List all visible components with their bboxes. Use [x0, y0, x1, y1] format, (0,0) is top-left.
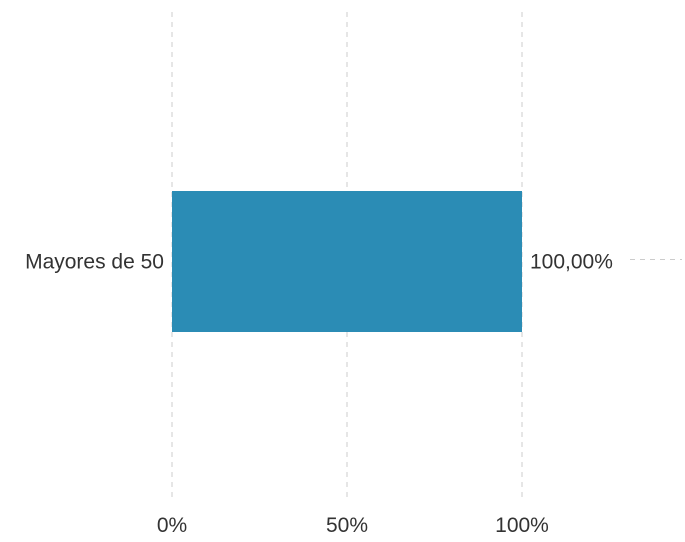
- x-tick-label-2: 100%: [495, 514, 549, 537]
- x-tick-label-1: 50%: [326, 514, 368, 537]
- data-label-0: 100,00%: [530, 251, 613, 274]
- x-tick-label-0: 0%: [157, 514, 187, 537]
- category-label-0: Mayores de 50: [25, 251, 164, 274]
- bar-0: [172, 191, 522, 332]
